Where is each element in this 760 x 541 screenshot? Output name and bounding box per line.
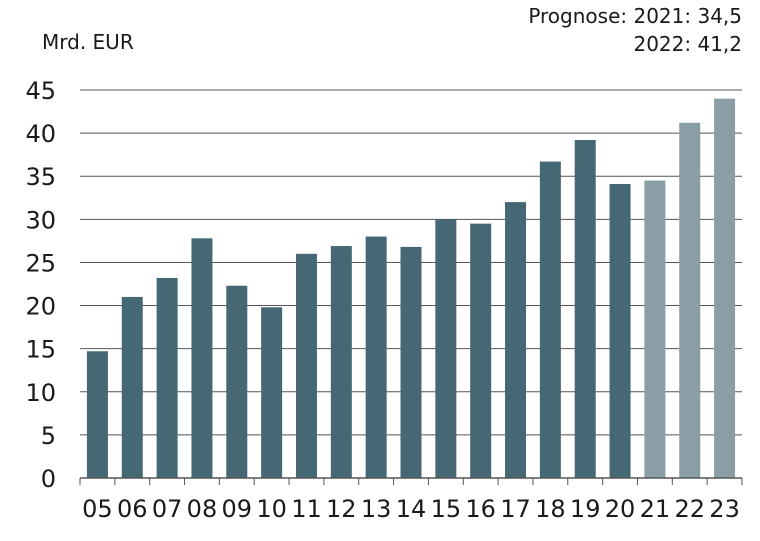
x-tick-label-15: 15 [431,495,462,523]
x-tick-label-09: 09 [222,495,253,523]
x-tick-label-20: 20 [605,495,636,523]
x-tick-label-08: 08 [187,495,218,523]
x-tick-label-12: 12 [326,495,357,523]
bar-20 [609,183,631,478]
bar-08 [191,238,213,478]
x-tick-label-13: 13 [361,495,392,523]
y-tick-label-10: 10 [25,379,56,407]
bar-21 [644,180,666,479]
y-tick-label-45: 45 [25,77,56,105]
bar-22 [679,122,701,479]
bar-14 [400,246,422,478]
bar-13 [365,236,387,478]
x-tick-label-06: 06 [117,495,148,523]
bar-11 [295,253,317,478]
y-tick-label-0: 0 [41,465,56,493]
y-tick-label-20: 20 [25,293,56,321]
x-tick-label-17: 17 [500,495,531,523]
y-tick-label-35: 35 [25,163,56,191]
bar-17 [505,202,527,479]
bar-10 [261,307,283,478]
bar-07 [156,277,178,478]
y-tick-label-40: 40 [25,120,56,148]
y-tick-label-5: 5 [41,422,56,450]
x-tick-label-21: 21 [640,495,671,523]
x-tick-label-18: 18 [535,495,566,523]
bar-09 [226,285,248,478]
x-tick-label-23: 23 [709,495,740,523]
bar-12 [330,246,352,478]
x-tick-label-14: 14 [396,495,427,523]
x-tick-label-16: 16 [465,495,496,523]
bar-06 [121,296,143,478]
forecast-annotation-2021: Prognose: 2021: 34,5 [528,4,742,28]
y-tick-label-15: 15 [25,336,56,364]
bar-18 [539,161,561,478]
x-tick-label-07: 07 [152,495,183,523]
y-tick-label-30: 30 [25,206,56,234]
bar-15 [435,219,457,479]
y-tick-label-25: 25 [25,249,56,277]
x-tick-label-10: 10 [256,495,287,523]
bar-23 [714,98,736,478]
forecast-annotation-2022: 2022: 41,2 [633,32,742,56]
x-tick-label-11: 11 [291,495,322,523]
x-tick-label-22: 22 [674,495,705,523]
y-axis-unit-label: Mrd. EUR [42,30,134,54]
bar-19 [574,140,596,478]
bar-16 [470,223,492,478]
bar-05 [86,351,108,478]
x-tick-label-05: 05 [82,495,113,523]
x-tick-label-19: 19 [570,495,601,523]
